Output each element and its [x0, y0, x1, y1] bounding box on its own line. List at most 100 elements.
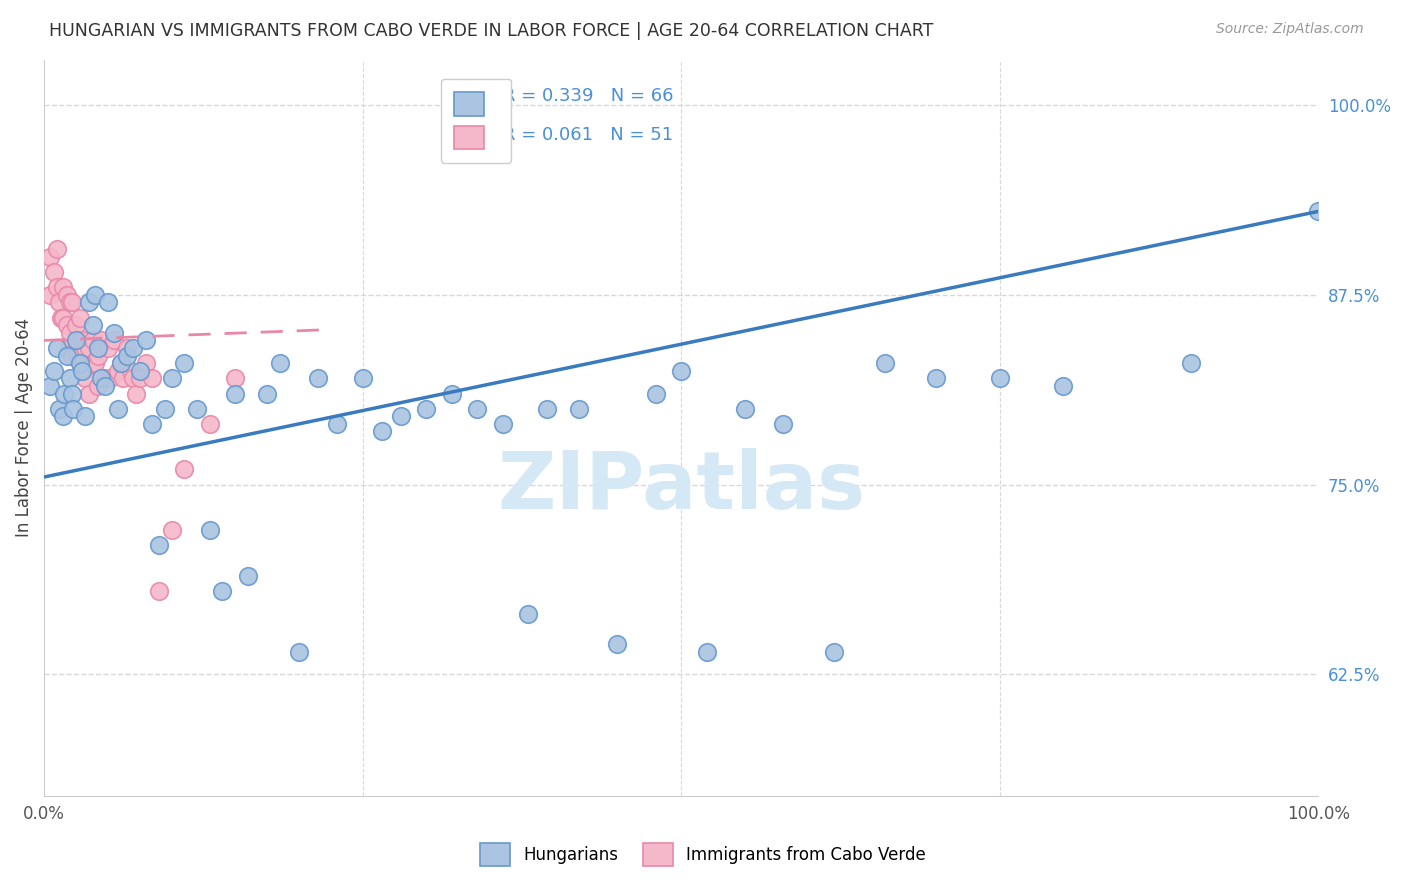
Point: [86, 341, 108, 355]
Point: [112, 371, 135, 385]
Point: [465, 401, 488, 416]
Point: [644, 386, 666, 401]
Point: [288, 644, 311, 658]
Point: [45, 341, 67, 355]
Point: [72, 364, 94, 378]
Point: [224, 371, 246, 385]
Point: [198, 417, 221, 431]
Point: [52, 280, 75, 294]
Point: [772, 417, 794, 431]
Point: [536, 401, 558, 416]
Point: [606, 637, 628, 651]
Point: [39, 288, 62, 302]
Point: [115, 341, 138, 355]
Text: R = 0.061   N = 51: R = 0.061 N = 51: [503, 126, 673, 144]
Point: [58, 341, 80, 355]
Point: [389, 409, 412, 424]
Point: [120, 364, 142, 378]
Point: [90, 371, 112, 385]
Point: [82, 318, 104, 333]
Point: [58, 371, 80, 385]
Text: Source: ZipAtlas.com: Source: ZipAtlas.com: [1216, 22, 1364, 37]
Point: [988, 371, 1011, 385]
Point: [69, 310, 91, 325]
Point: [517, 607, 540, 621]
Point: [110, 356, 132, 370]
Point: [65, 341, 87, 355]
Point: [97, 341, 120, 355]
Point: [84, 356, 107, 370]
Point: [224, 386, 246, 401]
Point: [45, 280, 67, 294]
Point: [72, 364, 94, 378]
Point: [73, 371, 96, 385]
Point: [141, 417, 163, 431]
Point: [48, 295, 70, 310]
Legend: , : ,: [441, 79, 510, 163]
Point: [173, 462, 195, 476]
Point: [173, 356, 195, 370]
Point: [236, 568, 259, 582]
Point: [77, 386, 100, 401]
Point: [103, 326, 125, 340]
Point: [160, 523, 183, 537]
Point: [669, 364, 692, 378]
Point: [823, 644, 845, 658]
Point: [86, 349, 108, 363]
Point: [115, 349, 138, 363]
Point: [307, 371, 329, 385]
Point: [128, 364, 150, 378]
Point: [60, 349, 83, 363]
Point: [90, 334, 112, 348]
Legend: Hungarians, Immigrants from Cabo Verde: Hungarians, Immigrants from Cabo Verde: [471, 835, 935, 875]
Point: [415, 401, 437, 416]
Point: [69, 356, 91, 370]
Point: [135, 356, 157, 370]
Point: [65, 318, 87, 333]
Point: [211, 583, 233, 598]
Point: [58, 295, 80, 310]
Point: [873, 356, 896, 370]
Point: [568, 401, 591, 416]
Point: [56, 349, 79, 363]
Text: HUNGARIAN VS IMMIGRANTS FROM CABO VERDE IN LABOR FORCE | AGE 20-64 CORRELATION C: HUNGARIAN VS IMMIGRANTS FROM CABO VERDE …: [49, 22, 934, 40]
Point: [69, 356, 91, 370]
Point: [128, 371, 150, 385]
Point: [122, 341, 145, 355]
Text: ZIPatlas: ZIPatlas: [498, 448, 865, 525]
Point: [160, 371, 183, 385]
Point: [122, 371, 145, 385]
Point: [153, 401, 176, 416]
Point: [60, 295, 83, 310]
Point: [256, 386, 278, 401]
Point: [1308, 204, 1330, 219]
Point: [56, 288, 79, 302]
Point: [110, 356, 132, 370]
Point: [52, 310, 75, 325]
Point: [125, 386, 148, 401]
Point: [45, 243, 67, 257]
Point: [186, 401, 208, 416]
Text: R = 0.339   N = 66: R = 0.339 N = 66: [503, 87, 673, 105]
Point: [44, 265, 66, 279]
Point: [97, 295, 120, 310]
Point: [49, 310, 72, 325]
Point: [107, 401, 129, 416]
Point: [98, 371, 121, 385]
Point: [65, 334, 87, 348]
Point: [84, 288, 107, 302]
Point: [734, 401, 756, 416]
Point: [82, 334, 104, 348]
Point: [60, 386, 83, 401]
Point: [135, 334, 157, 348]
Point: [352, 371, 374, 385]
Point: [94, 371, 117, 385]
Point: [77, 295, 100, 310]
Point: [39, 250, 62, 264]
Point: [371, 425, 394, 439]
Point: [72, 334, 94, 348]
Point: [440, 386, 463, 401]
Point: [141, 371, 163, 385]
Point: [198, 523, 221, 537]
Point: [492, 417, 515, 431]
